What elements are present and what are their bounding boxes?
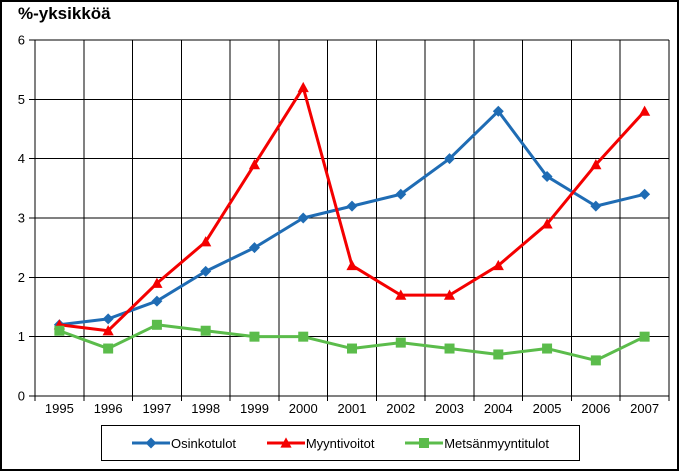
marker-diamond-osinkotulot: [395, 188, 407, 200]
y-tick-label: 5: [18, 92, 25, 107]
marker-square-metsänmyyntitulot: [103, 343, 114, 354]
x-tick-label: 2000: [289, 401, 318, 416]
marker-square-metsänmyyntitulot: [444, 343, 455, 354]
x-tick-label: 1996: [94, 401, 123, 416]
marker-triangle-myyntivoitot: [590, 159, 602, 170]
marker-triangle-myyntivoitot: [248, 159, 261, 170]
marker-diamond-osinkotulot: [102, 313, 114, 325]
marker-diamond-osinkotulot: [151, 295, 163, 307]
legend-item-myyntivoitot: Myyntivoitot: [266, 435, 375, 451]
marker-diamond-osinkotulot: [492, 105, 504, 117]
x-tick-label: 2006: [581, 401, 610, 416]
marker-square-metsänmyyntitulot: [54, 325, 65, 336]
x-tick-label: 2005: [533, 401, 562, 416]
x-tick-label: 2007: [630, 401, 659, 416]
marker-diamond-osinkotulot: [200, 265, 212, 277]
marker-square-metsänmyyntitulot: [493, 349, 504, 360]
marker-square-metsänmyyntitulot: [590, 355, 601, 366]
marker-triangle-myyntivoitot: [102, 325, 114, 336]
marker-diamond-osinkotulot: [541, 170, 553, 182]
legend-label: Osinkotulot: [171, 435, 237, 451]
marker-diamond-osinkotulot: [639, 188, 651, 200]
marker-square-metsänmyyntitulot: [639, 331, 650, 342]
series-line-metsänmyyntitulot: [57, 323, 647, 362]
x-tick-label: 2001: [338, 401, 367, 416]
x-tick-label: 1999: [240, 401, 269, 416]
x-tick-label: 1998: [191, 401, 220, 416]
marker-square-metsänmyyntitulot: [249, 331, 260, 342]
marker-triangle-myyntivoitot: [200, 236, 212, 247]
marker-triangle-myyntivoitot: [297, 81, 309, 93]
marker-triangle-myyntivoitot: [395, 289, 407, 300]
marker-triangle-myyntivoitot: [639, 105, 651, 116]
x-tick-label: 2004: [484, 401, 513, 416]
legend-square-icon: [405, 436, 444, 450]
legend: Osinkotulot Myyntivoitot Metsänmyyntitulot: [101, 425, 580, 461]
legend-label: Myyntivoitot: [305, 435, 375, 451]
marker-triangle-myyntivoitot: [492, 259, 504, 271]
legend-triangle-icon: [266, 436, 305, 450]
x-tick-label: 1997: [142, 401, 171, 416]
y-tick-label: 6: [18, 33, 25, 48]
marker-square-metsänmyyntitulot: [395, 337, 406, 348]
marker-triangle-myyntivoitot: [151, 277, 163, 288]
y-tick-label: 3: [18, 211, 25, 226]
marker-diamond-osinkotulot: [444, 153, 456, 165]
legend-diamond-icon: [132, 436, 170, 450]
legend-label: Metsänmyyntitulot: [444, 435, 549, 451]
x-tick-label: 1995: [45, 401, 74, 416]
x-tick-label: 2003: [435, 401, 464, 416]
marker-square-metsänmyyntitulot: [347, 343, 357, 354]
marker-diamond-osinkotulot: [248, 242, 260, 254]
marker-triangle-myyntivoitot: [443, 289, 456, 300]
marker-diamond-osinkotulot: [297, 212, 309, 224]
legend-item-osinkotulot: Osinkotulot: [132, 436, 236, 451]
marker-diamond-osinkotulot: [590, 200, 602, 212]
marker-diamond-osinkotulot: [346, 200, 358, 212]
chart-title: %-yksikköä: [18, 4, 111, 23]
marker-square-metsänmyyntitulot: [151, 319, 162, 330]
y-tick-label: 0: [18, 389, 25, 404]
y-tick-label: 1: [18, 329, 25, 344]
marker-square-metsänmyyntitulot: [200, 325, 211, 336]
y-tick-label: 4: [18, 151, 25, 166]
y-tick-label: 2: [18, 270, 25, 285]
legend-item-metsänmyyntitulot: Metsänmyyntitulot: [405, 436, 549, 451]
marker-square-metsänmyyntitulot: [298, 331, 309, 342]
marker-square-metsänmyyntitulot: [542, 343, 553, 354]
marker-triangle-myyntivoitot: [541, 218, 553, 229]
marker-triangle-myyntivoitot: [346, 259, 358, 271]
x-tick-label: 2002: [386, 401, 415, 416]
